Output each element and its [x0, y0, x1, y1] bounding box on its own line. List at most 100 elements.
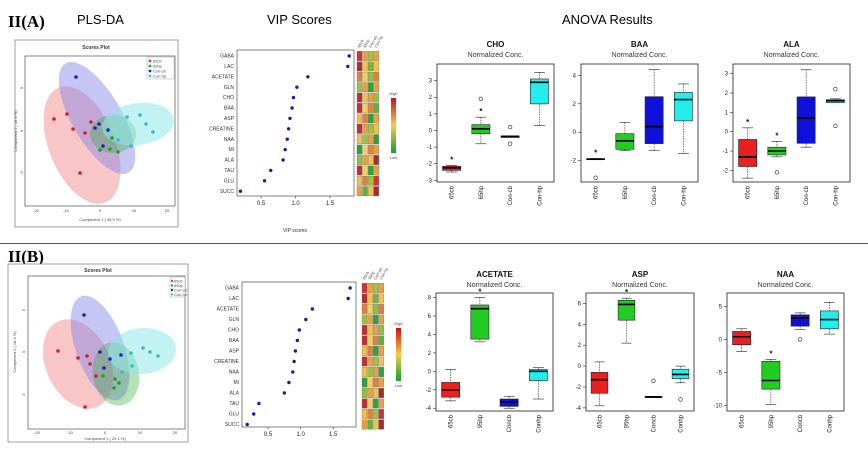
boxplot-title: ALA — [783, 40, 800, 49]
vip-point — [310, 307, 315, 311]
vip-heat-cell — [378, 346, 384, 356]
vip-heat-cell — [367, 398, 373, 409]
box-95hp — [470, 304, 490, 340]
y-tick-label: 0 — [19, 129, 24, 132]
vip-heat-cell — [373, 356, 379, 367]
point-conhp — [129, 351, 133, 355]
vip-heat-cell — [373, 325, 379, 335]
boxplot-x-tick-label: Con-hp — [681, 185, 687, 205]
vip-heat-cell — [362, 134, 368, 145]
box-65cb — [590, 372, 609, 394]
boxplot-x-tick-label: 65cb — [450, 185, 456, 199]
vip-heat-cell — [367, 304, 373, 314]
boxplot-x-tick-label: 95hp — [625, 414, 631, 428]
vip-heat-cell — [367, 325, 373, 335]
vip-b-plot-area — [241, 281, 357, 428]
boxplot-title: CHO — [487, 40, 505, 49]
ellipse-65cb-b — [42, 319, 114, 409]
box-outlier — [508, 141, 513, 146]
vip-heat-cell — [368, 103, 374, 113]
boxplot-y-tick-label: 0 — [578, 364, 582, 370]
vip-heat-cell — [356, 175, 363, 186]
boxplot-x-tick-label: Con-cb — [508, 185, 514, 205]
vip-heat-cell — [362, 103, 368, 113]
point-65cb — [65, 112, 69, 116]
boxplot-y-tick-label: 3 — [725, 72, 729, 78]
point-65cb — [71, 127, 75, 131]
point-concb — [119, 353, 123, 357]
vip-point — [262, 179, 267, 183]
point-conhp — [151, 130, 155, 134]
vip-heat-cell — [368, 51, 374, 61]
boxplot-x-tick-label: 65cb — [746, 185, 752, 199]
scores-b-points — [56, 313, 160, 409]
vip-feature-label: ALA — [225, 158, 235, 164]
vip-heat-cell — [373, 304, 379, 314]
y-tick-label: 5 — [21, 308, 26, 311]
vip-point — [285, 137, 289, 141]
vip-group-label: 65cb — [361, 270, 370, 281]
point-65cb — [78, 171, 82, 175]
boxplot-y-tick-label: 6 — [578, 301, 582, 307]
point-65hp — [98, 148, 102, 152]
box-95hp — [617, 300, 636, 321]
legend-box — [169, 276, 186, 298]
boxplot-y-tick-label: 2 — [429, 95, 433, 101]
vip-feature-label: GLU — [224, 178, 235, 184]
scores-a-ylabel: Component 2 ( 18.9 %) — [13, 110, 18, 152]
boxplot-x-tick-label: 65hp — [775, 185, 781, 199]
vip-heat-cell — [362, 71, 368, 82]
boxplot-y-tick-label: 6 — [428, 314, 432, 320]
boxplot-x-tick-label: Con-hp — [537, 185, 543, 205]
vip-heat-cell — [361, 356, 368, 367]
point-conhp — [156, 354, 160, 358]
boxplot-x-tick-label: Con-cb — [652, 185, 658, 205]
vip-panel-a: VIP scores GABA LAC ACETATE GLN CHO BAA ASP CRE… — [209, 34, 398, 234]
ellipse-concb-a — [58, 62, 136, 174]
section-b-label: II(B) — [8, 247, 44, 266]
point-conhp — [138, 113, 142, 117]
vip-heat-cell — [373, 283, 379, 293]
vip-heat-cell — [367, 377, 373, 388]
vip-heat-cell — [368, 61, 374, 72]
vip-heat-cell — [367, 409, 373, 419]
boxplot-x-tick-label: 65hp — [623, 185, 629, 199]
vip-group-label: 65cb — [356, 38, 365, 49]
point-concb — [82, 313, 86, 317]
point-65cb — [52, 117, 56, 121]
point-conhp — [144, 122, 148, 126]
boxplot-x-tick-label: Con-cb — [804, 185, 810, 205]
point-65cb — [83, 131, 87, 135]
vip-heat-cell — [373, 293, 379, 304]
point-concb — [98, 350, 102, 354]
scores-b-xlabel: Component 1 ( 29.1 %) — [84, 436, 126, 441]
vip-heat-cell — [373, 419, 379, 430]
vip-scale-low: Low — [395, 383, 402, 388]
boxplot-title: BAA — [631, 40, 649, 49]
boxplot-x-tick-label: Concb — [507, 414, 513, 432]
vip-heat-cell — [362, 51, 368, 61]
vip-heat-cell — [368, 123, 374, 134]
vip-heat-cell — [378, 283, 384, 293]
point-65hp — [101, 374, 105, 378]
vip-heat-cell — [378, 293, 384, 304]
vip-point — [252, 412, 256, 416]
vip-heat-cell — [356, 103, 363, 113]
vip-heat-cell — [373, 409, 379, 419]
vip-group-label: Con-hp — [378, 266, 389, 281]
x-tick-label: 20 — [165, 208, 170, 213]
vip-heat-cell — [361, 409, 368, 419]
vip-heat-cell — [362, 82, 368, 93]
vip-heat-cell — [362, 113, 368, 124]
scores-a-legend: 65cb 65hp Con-cb Con-hp — [146, 56, 175, 80]
box-outlier — [593, 175, 598, 180]
vip-heat-cell — [378, 367, 384, 377]
box-Conhp — [529, 369, 548, 381]
boxplot-acetate: ACETATE Normalized Conc. -4 -2 0 2 4 6 8 65cb * 95h… — [426, 270, 554, 433]
boxplot-y-tick-label: 8 — [428, 296, 432, 302]
point-concb — [97, 122, 101, 126]
boxplot-x-tick-label: 95hp — [769, 414, 775, 428]
boxplot-subtitle: Normalized Conc. — [467, 282, 523, 289]
boxplot-naa: NAA Normalized Conc. -10 -5 0 5 65cb * 95hp Concb… — [713, 270, 845, 433]
boxplot-y-tick-label: 5 — [719, 304, 723, 310]
